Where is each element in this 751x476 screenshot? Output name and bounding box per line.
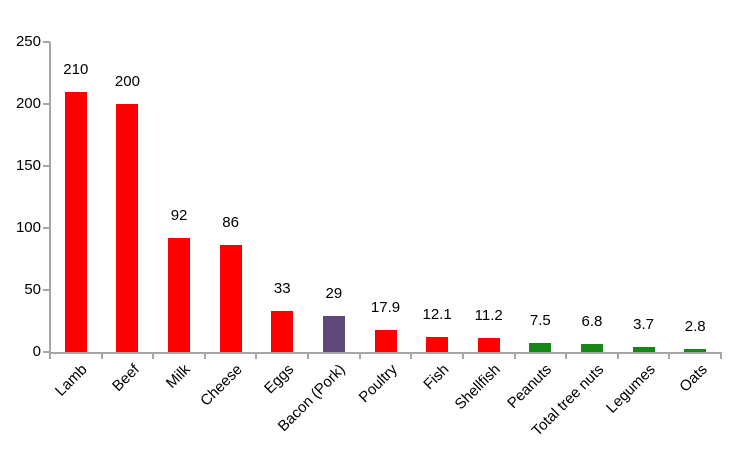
x-axis-category-label: Legumes [602, 361, 659, 417]
x-axis-tick [668, 352, 671, 359]
bar-value-label: 210 [63, 61, 89, 78]
bar-value-label: 17.9 [370, 299, 401, 316]
y-axis-tick-label: 150 [15, 157, 41, 174]
y-axis-tick-label: 200 [15, 95, 41, 112]
x-axis-tick [358, 352, 361, 359]
y-axis-tick-label: 250 [15, 33, 41, 50]
bar-value-label: 33 [273, 280, 291, 297]
bar-value-label: 3.7 [633, 316, 654, 333]
x-axis-category-label: Lamb [52, 361, 91, 400]
x-axis-tick [513, 352, 516, 359]
bar [632, 347, 655, 352]
y-axis-tick [43, 103, 50, 105]
y-axis-tick [43, 289, 50, 291]
bar [477, 338, 500, 352]
x-axis-category-label: Milk [163, 361, 195, 392]
bar-value-label: 12.1 [422, 306, 452, 323]
x-axis-tick [565, 352, 568, 359]
x-axis-category-label: Eggs [261, 361, 298, 398]
bar [219, 245, 242, 352]
y-axis-tick [43, 41, 50, 43]
bar [322, 316, 345, 352]
y-axis-tick-label: 0 [32, 343, 41, 360]
y-axis-tick-label: 100 [15, 219, 41, 236]
x-axis-category-label: Fish [420, 361, 453, 394]
y-axis-tick [43, 227, 50, 229]
y-axis-tick [43, 165, 50, 167]
x-axis-category-label: Cheese [197, 361, 246, 410]
bar [684, 349, 707, 352]
x-axis-tick [410, 352, 413, 359]
y-axis-line [49, 42, 51, 352]
bar [374, 330, 397, 352]
x-axis-line [49, 352, 722, 354]
bar-value-label: 11.2 [474, 307, 503, 324]
y-axis-tick-label: 50 [24, 281, 41, 298]
x-axis-category-label: Poultry [355, 361, 401, 407]
x-axis-tick [307, 352, 310, 359]
bar [64, 92, 87, 352]
bar-value-label: 86 [222, 214, 239, 231]
x-axis-category-label: Peanuts [504, 361, 556, 412]
x-axis-tick [100, 352, 103, 359]
bar-value-label: 92 [170, 207, 188, 224]
x-axis-tick [152, 352, 155, 359]
x-axis-tick [49, 352, 51, 359]
bar-value-label: 29 [325, 285, 343, 302]
bar [116, 104, 139, 352]
bar-value-label: 2.8 [684, 318, 706, 335]
bar-value-label: 200 [114, 73, 140, 90]
x-axis-category-label: Beef [108, 361, 143, 395]
bar-value-label: 7.5 [529, 312, 551, 329]
x-axis-tick [203, 352, 206, 359]
bar-value-label: 6.8 [581, 313, 603, 330]
x-axis-tick [461, 352, 464, 359]
x-axis-tick [720, 352, 722, 359]
x-axis-tick [255, 352, 258, 359]
bar [168, 238, 191, 352]
bar [426, 337, 449, 352]
bar [271, 311, 294, 352]
x-axis-category-label: Oats [675, 361, 711, 396]
x-axis-category-label: Shellfish [451, 361, 504, 414]
x-axis-tick [616, 352, 619, 359]
bar [529, 343, 552, 352]
y-axis-tick [43, 351, 50, 353]
bar [580, 344, 603, 352]
